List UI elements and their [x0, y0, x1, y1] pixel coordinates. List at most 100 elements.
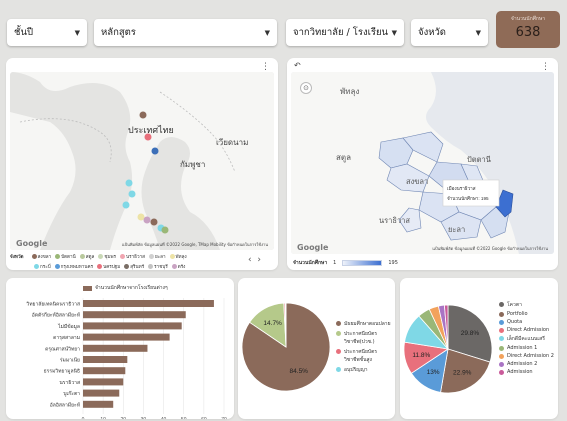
legend-item[interactable]: ประกาศนียบัตรวิชาชีพชั้นสูง [336, 348, 392, 364]
legend-item[interactable]: ชุมพร [98, 254, 116, 261]
legend-item[interactable]: นครปฐม [97, 264, 120, 270]
legend-dot [148, 254, 154, 259]
bar[interactable] [83, 322, 182, 330]
bar[interactable] [83, 378, 124, 386]
region-shape [402, 131, 444, 163]
bar[interactable] [83, 344, 148, 352]
chevron-left-icon[interactable]: ‹ [248, 255, 252, 265]
x-tick-label: 30 [141, 417, 147, 419]
legend-item[interactable]: Direct Admission [499, 327, 557, 333]
legend-item[interactable]: ราชบุรี [148, 264, 168, 270]
bar[interactable] [83, 356, 128, 363]
point-map[interactable]: ประเทศไทย เวียดนาม กัมพูชา Google แป้นพิ… [10, 72, 274, 250]
more-options-icon[interactable]: ⋮ [541, 62, 550, 72]
marker-dot[interactable] [143, 216, 151, 224]
category-label: ดารุสสาลาม [53, 335, 80, 341]
pie-slice[interactable] [241, 302, 331, 392]
more-options-icon[interactable]: ⋮ [261, 62, 270, 72]
legend-item[interactable]: กรุงเทพมหานคร [54, 264, 93, 270]
marker-dot[interactable] [139, 111, 147, 119]
tooltip-title: เมืองนราธิวาส [447, 185, 476, 191]
google-logo: Google [16, 239, 48, 248]
category-label: ดรุณศาสน์วิทยา [45, 345, 80, 352]
bar[interactable] [83, 333, 170, 341]
category-label: ธรรมวิทยามูลนิธิ [44, 368, 80, 375]
map-attribution[interactable]: แป้นพิมพ์ลัด ข้อมูลแผนที่ ©2022 Google ข… [432, 246, 548, 251]
program-filter-label: หลักสูตร [101, 27, 136, 38]
legend-item[interactable]: เล็กดีมีคะแนนเสรี [499, 335, 557, 343]
marker-dot[interactable] [137, 213, 145, 221]
legend-label: กระบี่ [40, 265, 51, 270]
legend-dot [169, 254, 175, 259]
legend-item[interactable]: Admission 1 [499, 345, 557, 351]
slice-label: 11.8% [412, 352, 430, 359]
level-filter[interactable]: ชั้นปี ▼ [7, 19, 87, 46]
x-tick-label: 10 [100, 417, 106, 419]
legend-item[interactable]: สงขลา [31, 254, 52, 261]
marker-dot[interactable] [122, 201, 130, 209]
pie-slice[interactable] [440, 348, 491, 394]
legend-item[interactable]: Quota [499, 319, 557, 325]
legend-item[interactable]: สตูล [79, 254, 94, 261]
marker-dot[interactable] [125, 179, 133, 187]
source-filter[interactable]: จากวิทยาลัย / โรงเรียน ▼ [286, 19, 404, 46]
legend-item[interactable]: ปัตตานี [55, 254, 76, 261]
marker-dot[interactable] [151, 147, 159, 155]
legend-item[interactable]: สุรินทร์ [124, 264, 144, 270]
legend-label: ราชบุรี [154, 265, 168, 270]
legend-item[interactable]: ยะลา [148, 254, 166, 261]
province-choropleth-card: ⋮ ↶ พัทลุง สตูล สงขลา ปัตตานี ยะลา นราธิ… [287, 58, 558, 270]
choropleth-map[interactable]: พัทลุง สตูล สงขลา ปัตตานี ยะลา นราธิวาส … [291, 72, 554, 254]
legend-label: Portfolio [507, 311, 528, 317]
legend-item[interactable]: ตรัง [171, 264, 185, 270]
slice-label: 14.7% [263, 320, 282, 327]
legend-item[interactable]: Admission [499, 369, 557, 375]
map-attribution[interactable]: แป้นพิมพ์ลัด ข้อมูลแผนที่ ©2022 Google, … [122, 242, 268, 247]
program-filter[interactable]: หลักสูตร ▼ [94, 19, 277, 46]
education-pie-chart[interactable]: 84.5% 14.7% [238, 278, 395, 419]
province-filter[interactable]: จังหวัด ▼ [411, 19, 488, 46]
category-label: บูเก๊ะตา [63, 390, 80, 397]
map-pin-icon[interactable]: ⊙ [300, 82, 312, 94]
choropleth-canvas: พัทลุง สตูล สงขลา ปัตตานี ยะลา นราธิวาส … [291, 72, 554, 254]
legend-item[interactable]: มัธยมศึกษาตอนปลาย [336, 320, 392, 328]
legend-label: Admission 2 [507, 361, 538, 367]
education-pie-card: 84.5% 14.7% มัธยมศึกษาตอนปลายประกาศนียบัต… [238, 278, 395, 419]
undo-icon[interactable]: ↶ [294, 61, 301, 70]
legend-item[interactable]: Direct Admission 2 [499, 353, 557, 359]
marker-dot[interactable] [128, 190, 136, 198]
pie-slice[interactable] [447, 304, 493, 363]
bar-legend-swatch [83, 285, 92, 291]
legend-label: Direct Admission [507, 327, 550, 333]
legend-dot [148, 264, 154, 269]
legend-item[interactable]: กระบี่ [34, 264, 51, 270]
bar[interactable] [83, 400, 114, 408]
legend-dot [31, 254, 37, 259]
legend-item[interactable]: โควตา [499, 301, 557, 309]
bar[interactable] [83, 311, 186, 319]
marker-dot[interactable] [150, 218, 158, 226]
legend-item[interactable]: พัทลุง [169, 254, 187, 261]
bar[interactable] [83, 389, 120, 397]
gradient-legend-title: จำนวนนักศึกษา [293, 260, 328, 266]
legend-label: สงขลา [37, 255, 52, 260]
legend-item[interactable]: นราธิวาส [120, 254, 145, 261]
chevron-right-icon[interactable]: › [257, 255, 261, 265]
legend-label: มัธยมศึกษาตอนปลาย [344, 321, 391, 327]
legend-dot [55, 254, 61, 259]
legend-item[interactable]: อนุปริญญา [336, 366, 392, 374]
legend-dot [336, 321, 341, 326]
marker-dot[interactable] [161, 226, 169, 234]
legend-label: ยะลา [154, 255, 166, 260]
pie-slice[interactable] [284, 302, 287, 348]
legend-item[interactable]: Portfolio [499, 311, 557, 317]
bar-chart[interactable]: 0 10 20 30 40 50 60 70 วิทยาลัยเทคนิคนราธิวาสอัต… [6, 278, 234, 419]
bar[interactable] [83, 300, 214, 307]
admission-pie-chart[interactable]: 29.8% 22.9% 13% 11.8% [400, 278, 558, 419]
marker-dot[interactable] [144, 133, 152, 141]
legend-item[interactable]: Admission 2 [499, 361, 557, 367]
legend-item[interactable]: ประกาศนียบัตรวิชาชีพ(ปวช.) [336, 330, 392, 346]
map-tooltip: เมืองนราธิวาส จำนวนนักศึกษา: 195 [442, 179, 500, 207]
bar[interactable] [83, 367, 126, 375]
pie-slice[interactable] [443, 304, 449, 350]
